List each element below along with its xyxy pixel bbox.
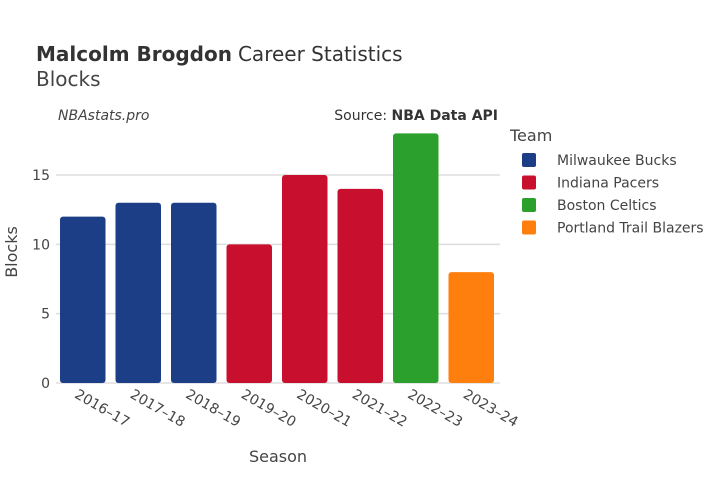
bar[interactable]: [393, 133, 439, 383]
bar[interactable]: [60, 216, 106, 383]
source-name: NBA Data API: [392, 108, 498, 124]
x-tick-label: 2021–22: [349, 387, 409, 431]
legend-title: Team: [509, 126, 552, 145]
bar[interactable]: [282, 175, 328, 383]
bar[interactable]: [226, 244, 273, 383]
credit: NBAstats.pro: [58, 108, 149, 124]
bar[interactable]: [171, 202, 217, 383]
legend-swatch: [522, 198, 536, 212]
legend-item[interactable]: Portland Trail Blazers: [557, 221, 704, 237]
source: Source: NBA Data API: [334, 108, 498, 124]
chart-title: Malcolm Brogdon Career Statistics: [36, 42, 403, 66]
title-rest: Career Statistics: [238, 42, 403, 66]
x-tick-label: 2017–18: [127, 387, 187, 431]
bar[interactable]: [115, 202, 162, 383]
y-tick-label: 15: [32, 168, 50, 184]
x-tick-label: 2020–21: [294, 387, 354, 431]
legend-item[interactable]: Boston Celtics: [557, 198, 657, 214]
source-prefix: Source:: [334, 108, 391, 124]
y-tick-label: 5: [41, 307, 50, 323]
legend-item[interactable]: Indiana Pacers: [557, 176, 659, 192]
x-axis-label: Season: [249, 447, 307, 466]
y-tick-label: 10: [32, 237, 50, 253]
x-tick-label: 2019–20: [238, 387, 298, 431]
legend-swatch: [522, 175, 536, 190]
bar[interactable]: [337, 188, 384, 383]
legend-item[interactable]: Milwaukee Bucks: [557, 153, 677, 169]
x-tick-label: 2016–17: [72, 387, 132, 431]
y-tick-label: 0: [41, 376, 50, 392]
legend-swatch: [522, 220, 536, 235]
legend-swatch: [522, 153, 536, 167]
chart-subtitle: Blocks: [36, 67, 101, 91]
x-tick-label: 2018–19: [183, 387, 243, 431]
bar[interactable]: [448, 272, 495, 383]
x-tick-label: 2023–24: [460, 387, 520, 431]
x-tick-label: 2022–23: [405, 387, 465, 431]
y-axis-label: Blocks: [2, 226, 21, 278]
player-name: Malcolm Brogdon: [36, 42, 232, 66]
